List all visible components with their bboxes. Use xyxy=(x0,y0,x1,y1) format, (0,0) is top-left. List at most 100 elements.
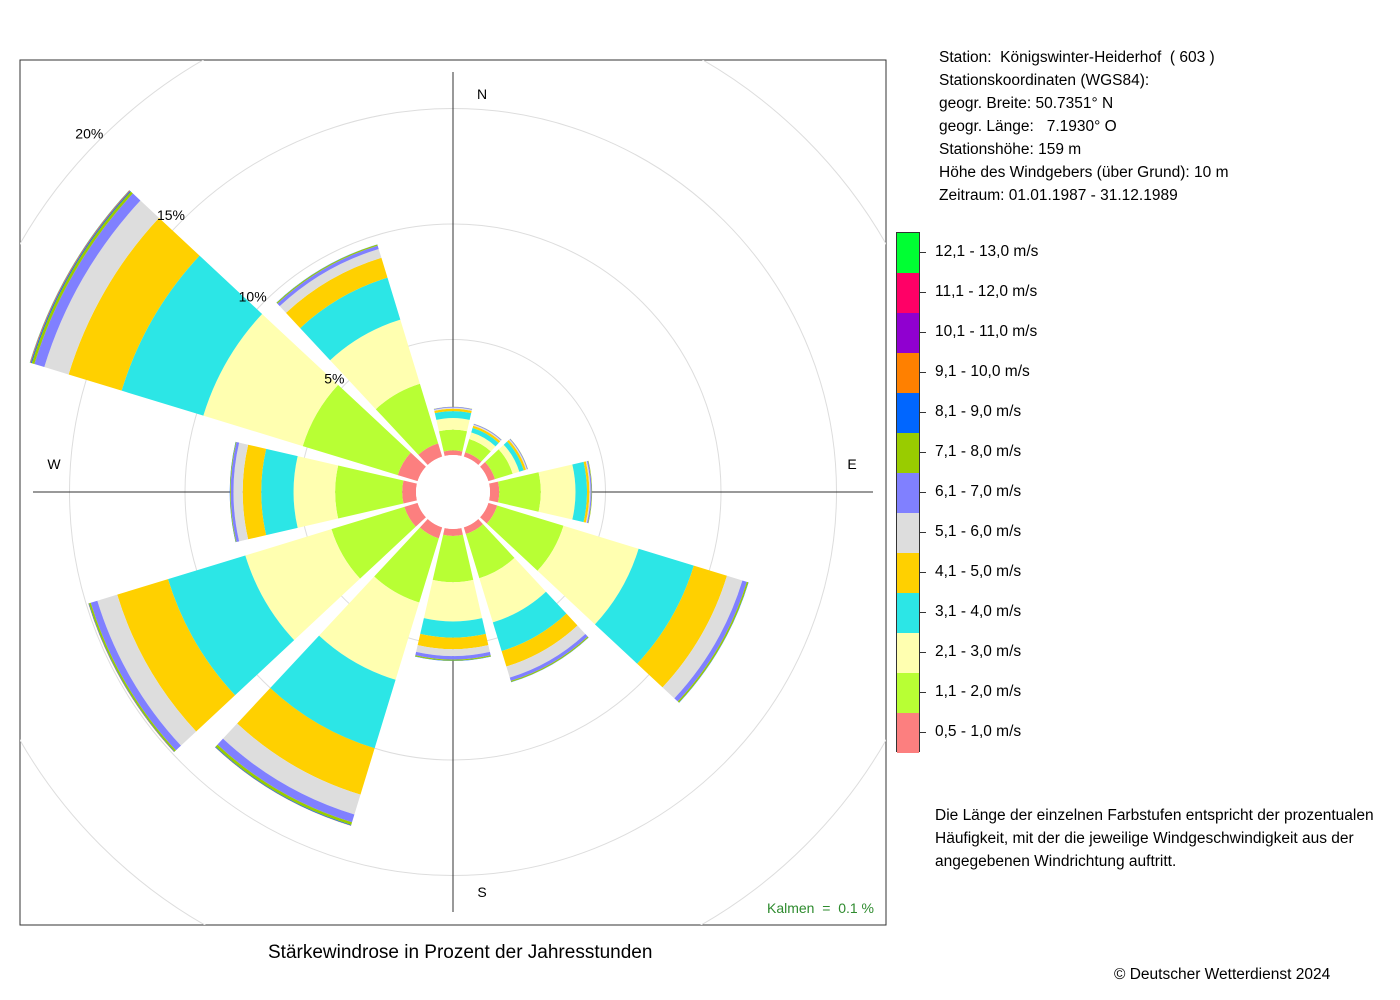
sector-sso-band-4 xyxy=(492,591,567,652)
legend-swatch xyxy=(897,713,919,753)
sector-nno-band-6 xyxy=(473,424,502,442)
sector-ono-band-6 xyxy=(508,439,528,470)
sector-s-band-7 xyxy=(415,651,491,660)
sector-s-band-6 xyxy=(416,645,490,657)
legend-label: 6,1 - 7,0 m/s xyxy=(935,483,1022,500)
legend-label: 0,5 - 1,0 m/s xyxy=(935,723,1022,740)
sector-n-band-2 xyxy=(438,429,468,452)
legend-swatch xyxy=(897,313,919,353)
sector-nno-band-5 xyxy=(472,425,501,443)
legend-tick xyxy=(920,652,926,653)
legend-label: 5,1 - 6,0 m/s xyxy=(935,523,1022,540)
sector-nnw-band-4 xyxy=(300,277,401,361)
station-coordinates-heading: Stationskoordinaten (WGS84): xyxy=(939,72,1150,89)
sector-wsw-band-6 xyxy=(97,594,197,746)
sector-oso-band-1 xyxy=(480,502,498,524)
sector-oso-band-6 xyxy=(662,575,743,699)
sector-n-band-7 xyxy=(433,406,473,410)
sector-sso-band-7 xyxy=(509,633,588,681)
legend-tick xyxy=(920,572,926,573)
sector-sso-band-1 xyxy=(463,519,483,535)
sector-wnw-band-6 xyxy=(44,200,160,375)
legend-swatch xyxy=(897,593,919,633)
legend-label: 1,1 - 2,0 m/s xyxy=(935,683,1022,700)
sector-ono-band-4 xyxy=(503,441,524,472)
sector-wsw-band-5 xyxy=(117,579,236,732)
legend-label: 10,1 - 11,0 m/s xyxy=(935,323,1038,340)
legend-label: 11,1 - 12,0 m/s xyxy=(935,283,1038,300)
compass-label-s: S xyxy=(477,884,486,900)
sector-sso-band-5 xyxy=(501,613,578,667)
sector-w-band-8 xyxy=(230,441,237,543)
sector-s-band-4 xyxy=(420,618,486,638)
legend-tick xyxy=(920,692,926,693)
sector-w-band-5 xyxy=(242,444,267,540)
explanation-note: Die Länge der einzelnen Farbstufen entsp… xyxy=(935,807,1374,870)
sector-o-band-3 xyxy=(538,464,576,520)
compass-label-n: N xyxy=(477,86,487,102)
sector-s-band-9 xyxy=(415,656,491,661)
sector-w-band-3 xyxy=(293,456,339,528)
sector-o-band-8 xyxy=(588,460,593,524)
sector-ssw-band-7 xyxy=(217,738,355,823)
sector-n-band-3 xyxy=(436,418,470,432)
legend-tick xyxy=(920,252,926,253)
sector-ono-band-3 xyxy=(498,444,520,474)
station-name: Station: Königswinter-Heiderhof ( 603 ) xyxy=(939,49,1215,66)
sector-wsw-band-3 xyxy=(245,529,361,641)
sector-o-band-4 xyxy=(572,461,588,523)
legend-tick xyxy=(920,412,926,413)
legend-tick xyxy=(920,532,926,533)
legend-tick xyxy=(920,492,926,493)
sector-w-band-6 xyxy=(233,442,249,542)
legend-label: 12,1 - 13,0 m/s xyxy=(935,243,1039,260)
sector-sso-band-3 xyxy=(479,557,546,623)
sector-ono-band-5 xyxy=(507,439,526,471)
sector-o-band-7 xyxy=(586,460,592,524)
ring-label-5: 5% xyxy=(324,370,344,386)
sector-n-band-5 xyxy=(434,408,472,414)
legend-label: 3,1 - 4,0 m/s xyxy=(935,603,1022,620)
sector-nnw-band-6 xyxy=(279,248,382,313)
sector-oso-band-3 xyxy=(537,525,639,625)
sector-s-band-8 xyxy=(415,655,491,661)
sector-ssw-band-5 xyxy=(237,688,375,795)
legend-tick xyxy=(920,452,926,453)
sector-ssw-band-2 xyxy=(374,527,439,603)
sector-oso-band-7 xyxy=(674,580,747,702)
compass-label-w: W xyxy=(47,456,61,472)
legend-swatch xyxy=(897,473,919,513)
station-longitude: geogr. Länge: 7.1930° O xyxy=(939,118,1117,135)
time-period: Zeitraum: 01.01.1987 - 31.12.1989 xyxy=(939,187,1178,204)
sector-nnw-band-3 xyxy=(330,319,420,410)
sector-o-band-1 xyxy=(489,481,500,503)
sector-wnw-band-4 xyxy=(121,255,263,416)
compass-label-e: E xyxy=(847,456,856,472)
sector-ssw-band-1 xyxy=(419,519,443,539)
ring-label-15: 15% xyxy=(157,207,185,223)
sector-wnw-band-5 xyxy=(68,217,200,391)
legend-swatch xyxy=(897,353,919,393)
sector-sso-band-2 xyxy=(465,524,515,579)
sector-nno-band-2 xyxy=(465,438,491,462)
legend-tick xyxy=(920,612,926,613)
chart-caption: Stärkewindrose in Prozent der Jahresstun… xyxy=(268,942,653,963)
copyright: © Deutscher Wetterdienst 2024 xyxy=(1114,966,1331,983)
sector-ssw-band-4 xyxy=(270,635,396,749)
sector-ssw-band-6 xyxy=(222,723,361,815)
sector-s-band-1 xyxy=(443,528,463,536)
sector-o-band-2 xyxy=(498,472,541,512)
legend-label: 9,1 - 10,0 m/s xyxy=(935,363,1030,380)
legend-swatch xyxy=(897,393,919,433)
sector-n-band-4 xyxy=(434,411,472,420)
sector-w-band-9 xyxy=(229,441,236,543)
legend-swatch xyxy=(897,633,919,673)
sector-ono-band-1 xyxy=(480,462,496,482)
sector-wsw-band-2 xyxy=(331,506,416,579)
sector-wsw-band-1 xyxy=(404,502,426,527)
sector-n-band-1 xyxy=(443,450,463,456)
legend-swatch xyxy=(897,433,919,473)
legend-tick xyxy=(920,292,926,293)
ring-label-20: 20% xyxy=(75,125,103,141)
